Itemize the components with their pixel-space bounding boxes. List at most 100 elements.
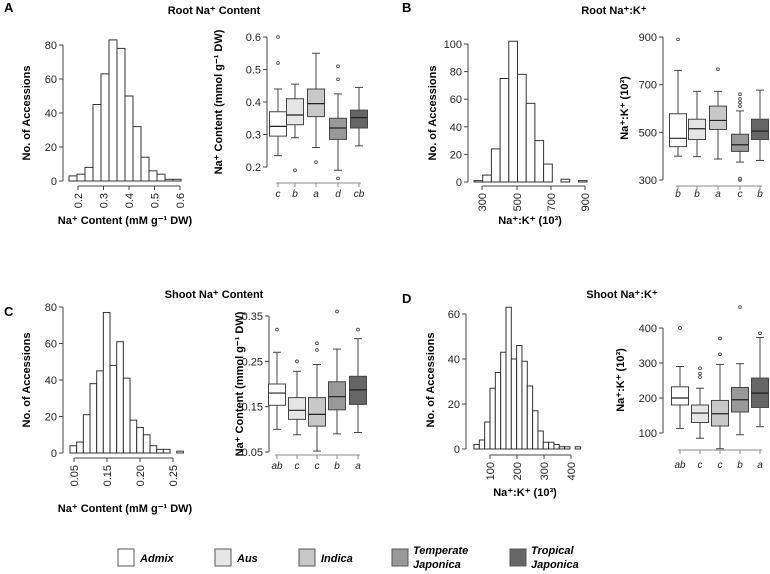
y-tick-label: 40 [45,375,57,387]
histogram-bar [508,40,518,183]
significance-letter: b [334,461,340,472]
histogram-bar [116,47,126,182]
histogram-bar [100,73,110,182]
significance-letter: b [757,189,763,200]
outlier-point [718,336,722,341]
outlier-point [315,341,319,346]
box [269,111,287,137]
histogram-bar [156,448,164,454]
significance-letter: a [757,460,763,471]
y-tick-label: 700 [639,80,657,92]
y-tick-label: 0.6 [246,32,261,44]
significance-letter: cb [354,189,365,200]
legend-label: Indica [321,553,353,565]
x-tick-label: 100 [485,462,497,480]
x-tick-label: 300 [539,462,551,480]
legend-label: Aus [236,553,258,565]
y-tick-label: 200 [639,393,657,405]
box [328,381,346,411]
histogram-bar [92,104,102,182]
histogram-bar [108,39,118,182]
legend-swatch [391,548,409,567]
y-tick-label: 60 [45,74,57,86]
x-tick-label: 0.25 [168,465,180,486]
y-axis-title: Na⁺:K⁺ (10³) [615,348,627,412]
histogram-bar [149,445,158,454]
x-tick-label: 200 [512,462,524,480]
y-tick-label: 20 [45,412,57,424]
histogram-bar [499,78,510,183]
outlier-point [698,366,702,371]
histogram-bar [574,446,582,450]
histogram-bar [537,430,544,450]
histogram-bar [542,441,550,450]
x-tick-label: 300 [477,193,489,211]
x-tick-label: 400 [566,462,578,480]
box-admix [268,327,286,430]
box [268,383,286,406]
histogram-bar [484,421,491,450]
box [671,386,689,406]
outlier-point [738,176,742,181]
box-aus [286,83,304,173]
significance-letter: c [718,460,723,471]
x-axis-title: Na⁺:K⁺ (10³) [498,215,562,227]
histogram-bar [102,311,111,454]
y-tick-label: 60 [448,309,460,321]
legend-swatch [509,548,527,567]
box-admix [669,37,687,157]
x-axis-title: Na⁺:K⁺ (10³) [493,487,557,499]
histogram-bar [162,448,171,454]
y-tick-label: 0 [454,444,460,456]
y-tick-label: 40 [448,354,460,366]
histogram-bar [564,446,571,450]
histogram-bar [553,444,560,450]
y-axis-title: No. of Accessions [425,333,437,428]
histogram-bar [129,419,138,454]
histogram-bar [76,173,86,182]
histogram-bar [116,341,124,454]
histogram-bar [132,126,142,182]
histogram-bar [82,414,91,454]
histogram-bar [500,351,507,450]
outlier-point [738,100,742,105]
histogram-bar [560,178,571,183]
histogram-bar [69,445,78,454]
y-tick-label: 0 [456,177,462,189]
box-admix [269,35,287,157]
panel-title: Shoot Na⁺ Content [165,289,264,301]
outlier-point [356,327,360,332]
box-tropical-japonica [349,327,367,434]
y-axis-title: No. of Accessions [21,333,33,428]
y-tick-label: 40 [45,108,57,120]
outlier-point [698,371,702,376]
legend-item: Indica [298,548,353,567]
significance-letter: c [295,461,300,472]
panel-title: Shoot Na⁺:K⁺ [586,289,658,301]
histogram-bar [482,174,492,183]
legend-item: Aus [214,548,258,567]
x-tick-label: 0.20 [135,465,147,486]
histogram-bar [543,163,553,183]
y-tick-label: 0.3 [246,130,261,142]
histogram-bar [490,148,501,183]
histogram-bar [505,306,512,450]
significance-letter: d [335,189,341,200]
x-axis-title: Na⁺ Content (mM g⁻¹ DW) [58,215,193,227]
significance-letter: ab [674,460,686,471]
histogram-bar [172,178,182,182]
outlier-point [335,309,339,314]
box-tropical-japonica [350,86,368,147]
x-tick-label: 500 [512,193,524,211]
histogram: 0 20 40 60 100 200 300 400 No. of Accessions Na⁺:… [425,306,582,499]
significance-letter: c [698,460,703,471]
y-tick-label: 0.4 [246,97,261,109]
legend-label: Admix [139,553,175,565]
box-indica [709,67,727,160]
histogram-bar [176,450,184,454]
y-tick-label: 20 [448,399,460,411]
outlier-point [678,326,682,330]
legend: Admix Aus Indica Temperate Japonica Tropical J… [117,545,579,571]
box-indica [308,341,326,452]
